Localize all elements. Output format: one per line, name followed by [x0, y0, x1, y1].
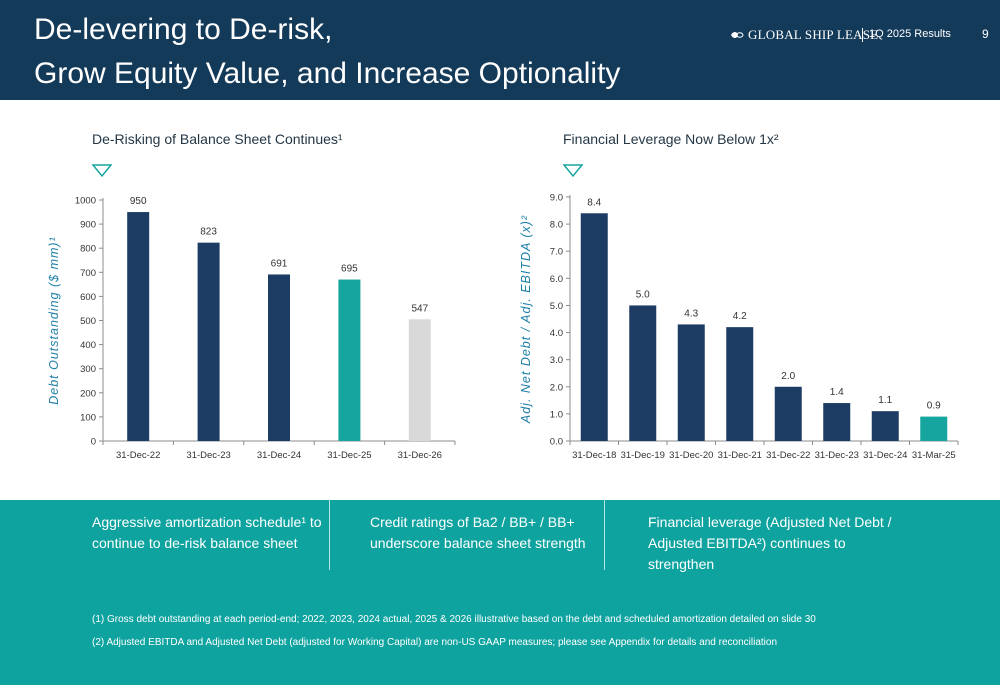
chart2-title: Financial Leverage Now Below 1x² — [563, 131, 779, 147]
leverage-chart-data-label: 1.4 — [830, 387, 844, 398]
leverage-chart-bar — [726, 327, 754, 441]
leverage-chart-category-label: 31-Dec-20 — [669, 450, 713, 461]
leverage-chart-y-tick-label: 4.0 — [550, 328, 563, 339]
callout-leverage-line1: Financial leverage (Adjusted Net Debt / — [648, 514, 892, 530]
callout-credit-ratings-line2: underscore balance sheet strength — [370, 535, 586, 551]
footnote-1: (1) Gross debt outstanding at each perio… — [92, 614, 816, 625]
leverage-chart-category-label: 31-Dec-23 — [815, 450, 859, 461]
callout-band: Aggressive amortization schedule¹ to con… — [0, 500, 1000, 685]
callout-amortization: Aggressive amortization schedule¹ to con… — [92, 512, 322, 554]
callout-leverage: Financial leverage (Adjusted Net Debt / … — [648, 512, 908, 575]
header-bar: De-levering to De-risk, Grow Equity Valu… — [0, 0, 1000, 100]
debt-chart-y-tick-label: 100 — [80, 412, 96, 423]
leverage-chart-data-label: 1.1 — [878, 395, 892, 406]
leverage-chart-bar — [677, 324, 705, 441]
debt-chart-y-tick-label: 700 — [80, 268, 96, 279]
leverage-chart-y-tick-label: 0.0 — [550, 437, 563, 448]
debt-chart-bar — [127, 212, 150, 441]
debt-chart-data-label: 547 — [411, 303, 428, 314]
logo-mark-icon — [731, 32, 744, 38]
debt-chart-y-tick-label: 500 — [80, 316, 96, 327]
debt-chart-y-tick-label: 400 — [80, 340, 96, 351]
callout-divider-2 — [604, 500, 605, 570]
leverage-chart-category-label: 31-Dec-18 — [572, 450, 616, 461]
leverage-chart-category-label: 31-Dec-19 — [621, 450, 665, 461]
leverage-chart-y-tick-label: 9.0 — [550, 193, 563, 204]
debt-chart-y-axis-title: Debt Outstanding ($ mm)¹ — [47, 236, 61, 405]
debt-chart-y-tick-label: 1000 — [75, 196, 96, 207]
leverage-chart-y-tick-label: 2.0 — [550, 382, 563, 393]
page-title-line2: Grow Equity Value, and Increase Optional… — [34, 57, 621, 90]
callout-amortization-line2: continue to de-risk balance sheet — [92, 535, 298, 551]
chart2-triangle-icon — [563, 164, 583, 178]
results-label: 1Q 2025 Results — [869, 28, 951, 40]
header-divider — [862, 28, 863, 42]
callout-divider-1 — [329, 500, 330, 570]
debt-chart-bar — [338, 279, 361, 441]
debt-chart-category-label: 31-Dec-26 — [398, 450, 442, 461]
debt-chart-data-label: 691 — [271, 258, 288, 269]
callout-leverage-line2: Adjusted EBITDA²) continues to strengthe… — [648, 535, 846, 572]
callout-credit-ratings: Credit ratings of Ba2 / BB+ / BB+ unders… — [370, 512, 600, 554]
leverage-chart-y-tick-label: 3.0 — [550, 355, 563, 366]
page-number: 9 — [982, 27, 989, 41]
leverage-chart-data-label: 8.4 — [587, 197, 601, 208]
leverage-chart-category-label: 31-Dec-24 — [863, 450, 907, 461]
leverage-chart-data-label: 0.9 — [927, 401, 941, 412]
debt-chart-y-tick-label: 200 — [80, 388, 96, 399]
chart1-title: De-Risking of Balance Sheet Continues¹ — [92, 131, 343, 147]
company-logo: GLOBAL SHIP LEASE — [730, 27, 878, 43]
debt-chart-category-label: 31-Dec-23 — [186, 450, 230, 461]
page-title-line1: De-levering to De-risk, — [34, 13, 333, 46]
debt-chart-bar — [408, 319, 431, 441]
debt-chart-data-label: 823 — [200, 227, 217, 238]
leverage-chart-data-label: 5.0 — [636, 289, 650, 300]
leverage-chart-data-label: 2.0 — [781, 371, 795, 382]
leverage-chart-y-tick-label: 5.0 — [550, 301, 563, 312]
debt-outstanding-chart: 0 100 200 300 400 500 600 700 800 900 1000 950 31-De… — [47, 196, 456, 461]
leverage-chart-y-axis-title: Adj. Net Debt / Adj. EBITDA (x)² — [519, 215, 533, 424]
debt-chart-data-label: 950 — [130, 196, 147, 207]
debt-chart-category-label: 31-Dec-24 — [257, 450, 301, 461]
leverage-chart-bar — [871, 411, 899, 441]
footnote-2: (2) Adjusted EBITDA and Adjusted Net Deb… — [92, 637, 778, 648]
leverage-chart-bar — [580, 213, 608, 441]
leverage-chart: 0.0 1.0 2.0 3.0 4.0 5.0 6.0 7.0 8.0 9.0 8.4 31-Dec-… — [519, 193, 959, 461]
leverage-chart-bar — [629, 305, 657, 441]
debt-chart-y-tick-label: 300 — [80, 364, 96, 375]
leverage-chart-data-label: 4.2 — [733, 311, 747, 322]
debt-chart-bar — [268, 274, 290, 441]
leverage-chart-y-tick-label: 6.0 — [550, 274, 563, 285]
chart1-triangle-icon — [92, 164, 112, 178]
leverage-chart-bar — [774, 386, 802, 441]
debt-chart-y-tick-label: 0 — [91, 437, 96, 448]
debt-chart-category-label: 31-Dec-22 — [116, 450, 160, 461]
debt-chart-y-tick-label: 900 — [80, 220, 96, 231]
leverage-chart-category-label: 31-Dec-21 — [718, 450, 762, 461]
leverage-chart-data-label: 4.3 — [684, 308, 698, 319]
leverage-chart-category-label: 31-Mar-25 — [912, 450, 956, 461]
leverage-chart-y-tick-label: 7.0 — [550, 247, 563, 258]
debt-chart-category-label: 31-Dec-25 — [327, 450, 371, 461]
page-title: De-levering to De-risk, Grow Equity Valu… — [34, 8, 620, 96]
leverage-chart-bar — [823, 403, 851, 441]
debt-chart-bar — [197, 242, 220, 441]
debt-chart-y-tick-label: 600 — [80, 292, 96, 303]
logo-text: GLOBAL SHIP LEASE — [748, 27, 879, 42]
leverage-chart-y-tick-label: 8.0 — [550, 220, 563, 231]
callout-credit-ratings-line1: Credit ratings of Ba2 / BB+ / BB+ — [370, 514, 575, 530]
leverage-chart-category-label: 31-Dec-22 — [766, 450, 810, 461]
debt-chart-data-label: 695 — [341, 264, 358, 275]
leverage-chart-y-tick-label: 1.0 — [550, 409, 563, 420]
callout-amortization-line1: Aggressive amortization schedule¹ to — [92, 514, 322, 530]
leverage-chart-bar — [920, 416, 948, 441]
debt-chart-y-tick-label: 800 — [80, 244, 96, 255]
